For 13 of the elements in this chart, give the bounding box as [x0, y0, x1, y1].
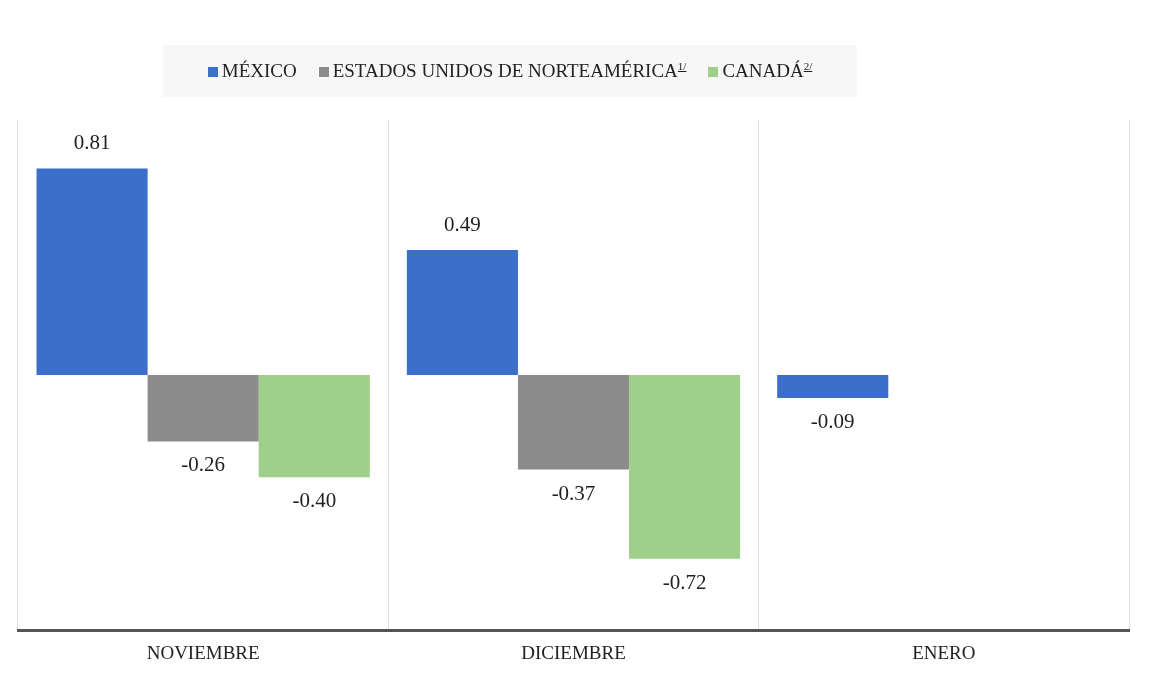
data-label: -0.09: [810, 409, 855, 434]
legend-label: ESTADOS UNIDOS DE NORTEAMÉRICA$^{1/}$: [331, 59, 687, 83]
data-label: -0.37: [551, 480, 596, 505]
legend-label: MÉXICO: [220, 60, 297, 82]
x-tick-label: ENERO: [912, 641, 976, 663]
x-tick-label: NOVIEMBRE: [146, 641, 260, 663]
data-label: 0.49: [444, 212, 481, 237]
legend-label: CANADÁ$^{2/}$: [721, 59, 813, 83]
data-label: -0.72: [662, 569, 707, 594]
x-tick-label: DICIEMBRE: [521, 641, 626, 663]
data-label: -0.26: [181, 452, 226, 477]
data-label: 0.81: [73, 130, 111, 155]
data-label: -0.40: [292, 488, 337, 513]
